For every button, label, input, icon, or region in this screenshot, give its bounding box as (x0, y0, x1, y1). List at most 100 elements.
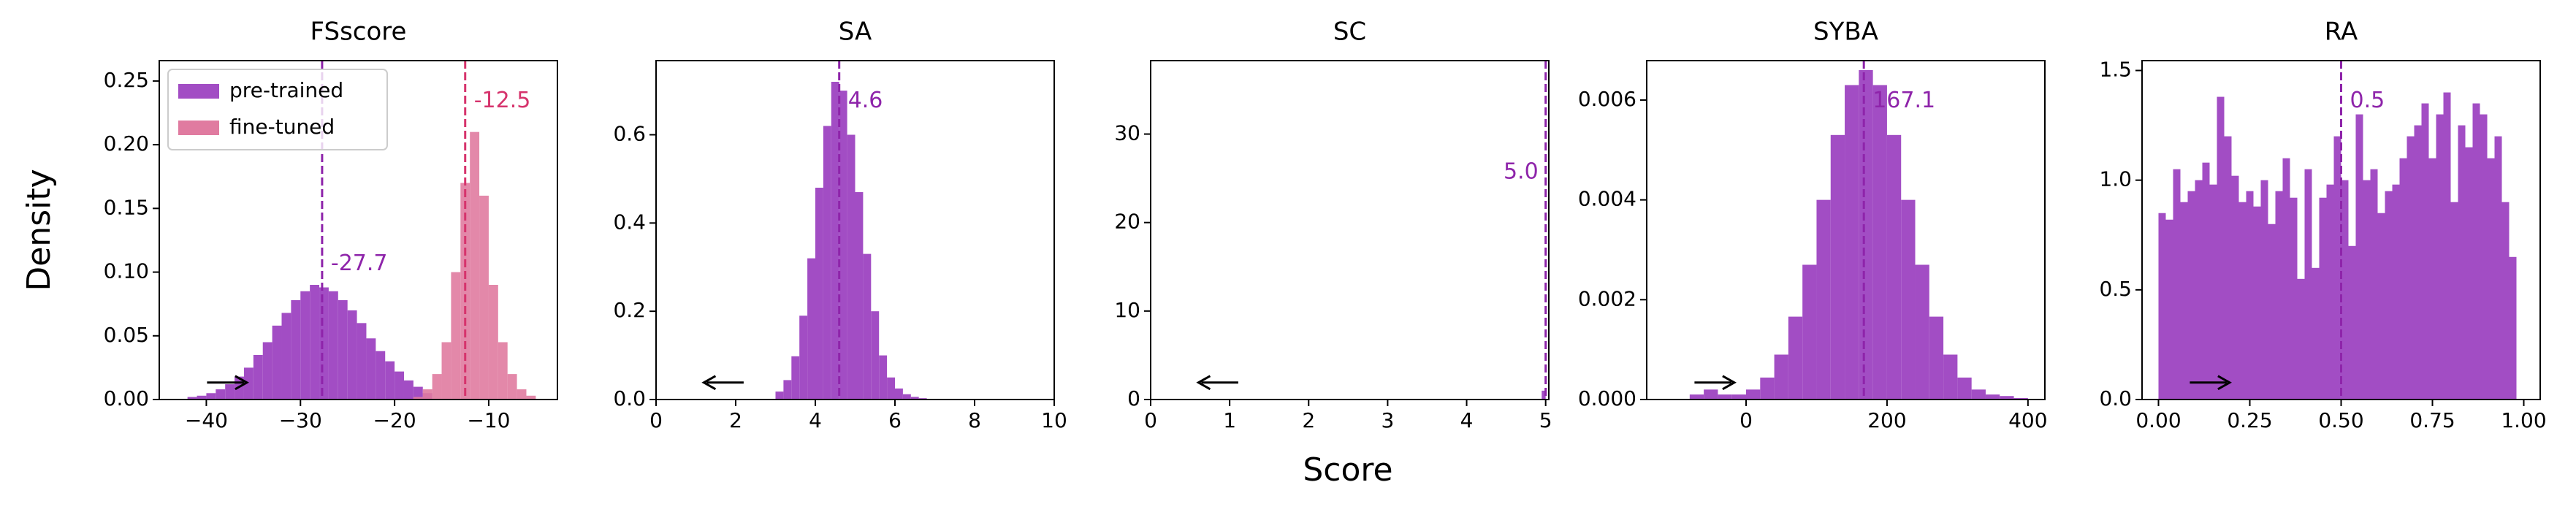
bar (1802, 264, 1817, 400)
bar (366, 338, 376, 400)
bar (895, 388, 903, 400)
bar (262, 342, 273, 400)
y-tick-label: 0.05 (104, 323, 149, 347)
bar (2509, 256, 2517, 400)
bar (2202, 162, 2210, 400)
bar (879, 355, 888, 400)
y-tick-label: 10 (1114, 298, 1140, 322)
bar (2173, 169, 2181, 400)
bar (2487, 158, 2495, 400)
bar (2013, 397, 2028, 400)
bar (300, 291, 310, 400)
x-tick-label: 8 (968, 408, 981, 432)
x-tick-label: 10 (1041, 408, 1067, 432)
bar (432, 374, 442, 400)
bar (2480, 114, 2488, 400)
x-tick-label: 0 (1739, 408, 1753, 432)
bar (2253, 206, 2261, 400)
bar (1886, 134, 1902, 400)
bar (1704, 389, 1718, 400)
y-tick-label: 0.00 (104, 386, 149, 410)
x-tick-label: 0.25 (2227, 408, 2272, 432)
x-tick-label: 2 (1302, 408, 1315, 432)
bar (385, 361, 395, 400)
chart-title: FSscore (310, 18, 407, 47)
chart-title: SA (839, 18, 872, 47)
x-tick-label: 400 (2008, 408, 2047, 432)
bar (253, 354, 263, 400)
y-tick-label: 0.2 (613, 298, 646, 322)
bar (2187, 191, 2195, 400)
bar (328, 291, 338, 400)
bar (507, 374, 517, 400)
bar (1971, 389, 1986, 400)
bar (488, 285, 498, 400)
bar (2399, 158, 2407, 400)
x-tick-label: 1 (1223, 408, 1236, 432)
bar (2195, 180, 2203, 400)
bar (225, 384, 235, 400)
bar (791, 356, 800, 400)
chart-title: RA (2325, 18, 2358, 47)
bar (272, 325, 282, 400)
y-tick-label: 0.25 (104, 68, 149, 92)
bar (2231, 175, 2239, 400)
bar (395, 371, 404, 400)
bar (413, 397, 423, 400)
bar (2407, 136, 2415, 400)
bar (281, 313, 291, 400)
reference-label: 0.5 (2350, 88, 2385, 113)
bar (310, 285, 320, 400)
legend-swatch (178, 121, 219, 135)
y-tick-label: 0.15 (104, 195, 149, 219)
bar (2000, 396, 2014, 400)
bar (1774, 354, 1788, 400)
legend-label: fine-tuned (229, 115, 335, 139)
bar (2304, 169, 2312, 400)
y-tick-label: 0.0 (613, 386, 646, 410)
bar (460, 183, 470, 400)
bar (347, 310, 357, 400)
bar (2501, 202, 2510, 400)
bar (831, 82, 839, 400)
chart-title: SC (1333, 18, 1366, 47)
x-tick-label: 4 (1460, 408, 1474, 432)
bar (2158, 213, 2166, 400)
x-tick-label: −20 (373, 408, 416, 432)
bar (1816, 199, 1831, 400)
bar (451, 272, 461, 400)
bar (1859, 69, 1873, 400)
y-tick-label: 1.0 (2099, 167, 2132, 191)
bar (887, 377, 895, 400)
reference-label: 5.0 (1504, 159, 1539, 185)
bar (2290, 197, 2298, 400)
bar (783, 380, 792, 400)
bar (197, 395, 207, 400)
bar (2377, 213, 2385, 400)
bar (2414, 125, 2422, 400)
bar (2355, 114, 2363, 400)
bar (2465, 147, 2473, 400)
y-tick-label: 0.10 (104, 259, 149, 283)
bar (1542, 390, 1546, 400)
bar (2260, 180, 2268, 400)
bar (2333, 136, 2341, 400)
y-axis-label: Density (20, 169, 58, 291)
direction-arrowhead (1196, 375, 1211, 391)
bar (2282, 158, 2290, 400)
y-tick-label: 0.004 (1578, 187, 1636, 211)
bar (1985, 394, 2000, 400)
x-tick-label: 200 (1867, 408, 1906, 432)
axes-frame (655, 60, 1055, 400)
x-tick-label: 0 (649, 408, 663, 432)
bar (2238, 202, 2247, 400)
bar (2297, 278, 2305, 400)
reference-label: 167.1 (1872, 88, 1935, 113)
bar (470, 131, 480, 400)
bar (319, 287, 329, 400)
bar (2443, 92, 2451, 400)
bar (526, 395, 536, 400)
bar (863, 253, 872, 400)
bar (2326, 184, 2334, 400)
